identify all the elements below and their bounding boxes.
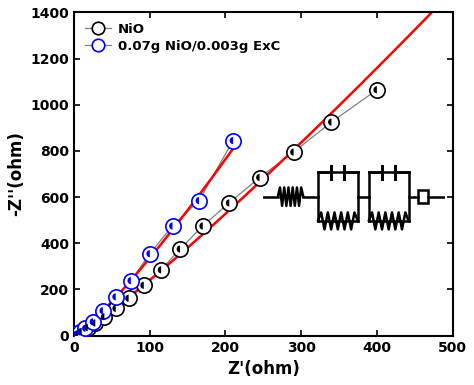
Polygon shape (230, 137, 233, 144)
Polygon shape (177, 246, 180, 253)
Polygon shape (125, 295, 128, 302)
Polygon shape (78, 328, 82, 335)
Polygon shape (101, 313, 104, 320)
Polygon shape (158, 266, 161, 273)
Legend: NiO, 0.07g NiO/0.003g ExC: NiO, 0.07g NiO/0.003g ExC (81, 19, 284, 57)
Polygon shape (226, 199, 229, 206)
Polygon shape (169, 223, 173, 229)
Polygon shape (92, 320, 95, 326)
Polygon shape (84, 324, 88, 331)
Polygon shape (290, 149, 293, 156)
Polygon shape (128, 277, 131, 284)
Polygon shape (196, 197, 199, 204)
Polygon shape (77, 328, 80, 335)
Polygon shape (112, 305, 116, 312)
Polygon shape (328, 119, 331, 126)
Polygon shape (112, 293, 116, 300)
Polygon shape (256, 174, 260, 181)
Polygon shape (100, 307, 103, 314)
Polygon shape (74, 330, 78, 337)
Polygon shape (82, 325, 85, 332)
Y-axis label: -Z''(ohm): -Z''(ohm) (7, 132, 25, 216)
Polygon shape (200, 223, 203, 229)
Polygon shape (146, 250, 150, 257)
X-axis label: Z'(ohm): Z'(ohm) (227, 360, 300, 378)
Polygon shape (140, 282, 144, 289)
Polygon shape (73, 331, 76, 338)
Polygon shape (374, 86, 377, 93)
Polygon shape (90, 318, 93, 325)
